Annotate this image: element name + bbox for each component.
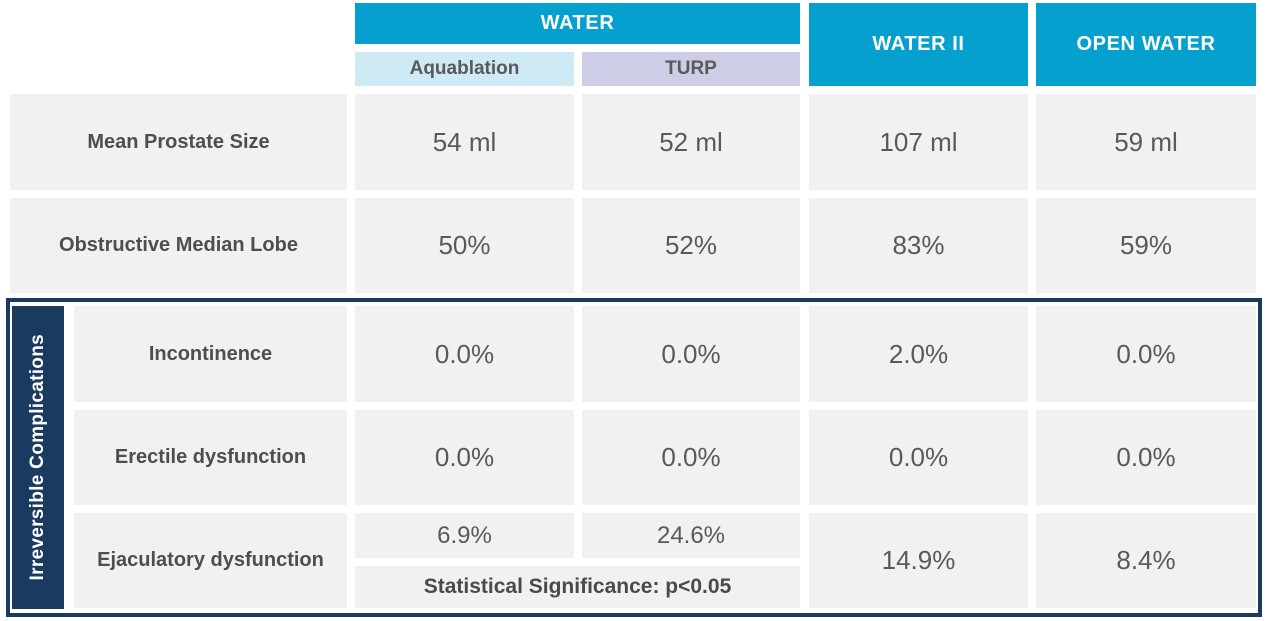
statistical-significance-note: Statistical Significance: p<0.05	[355, 566, 800, 608]
row-label-ejaculatory-dysfunction: Ejaculatory dysfunction	[74, 513, 347, 608]
cell-obstructive-median-lobe-water-ii: 83%	[809, 198, 1028, 293]
column-header-water-ii: WATER II	[809, 3, 1028, 86]
row-label-mean-prostate-size: Mean Prostate Size	[10, 94, 347, 190]
cell-obstructive-median-lobe-turp: 52%	[582, 198, 800, 293]
row-label-incontinence: Incontinence	[74, 306, 347, 402]
cell-incontinence-aquablation: 0.0%	[355, 306, 574, 402]
cell-incontinence-turp: 0.0%	[582, 306, 800, 402]
cell-ejaculatory-dysfunction-water-ii: 14.9%	[809, 513, 1028, 608]
cell-erectile-dysfunction-water-ii: 0.0%	[809, 410, 1028, 505]
cell-obstructive-median-lobe-aquablation: 50%	[355, 198, 574, 293]
cell-erectile-dysfunction-turp: 0.0%	[582, 410, 800, 505]
cell-ejaculatory-dysfunction-aquablation: 6.9%	[355, 513, 574, 558]
row-label-erectile-dysfunction: Erectile dysfunction	[74, 410, 347, 505]
irreversible-complications-section-label: Irreversible Complications	[27, 334, 48, 581]
cell-mean-prostate-size-turp: 52 ml	[582, 94, 800, 190]
column-header-aquablation: Aquablation	[355, 52, 574, 86]
cell-mean-prostate-size-aquablation: 54 ml	[355, 94, 574, 190]
cell-incontinence-open-water: 0.0%	[1036, 306, 1256, 402]
cell-mean-prostate-size-open-water: 59 ml	[1036, 94, 1256, 190]
irreversible-complications-outline	[6, 298, 1262, 617]
column-header-open-water: OPEN WATER	[1036, 3, 1256, 86]
cell-mean-prostate-size-water-ii: 107 ml	[809, 94, 1028, 190]
cell-incontinence-water-ii: 2.0%	[809, 306, 1028, 402]
cell-erectile-dysfunction-open-water: 0.0%	[1036, 410, 1256, 505]
cell-ejaculatory-dysfunction-turp: 24.6%	[582, 513, 800, 558]
cell-obstructive-median-lobe-open-water: 59%	[1036, 198, 1256, 293]
column-header-turp: TURP	[582, 52, 800, 86]
cell-ejaculatory-dysfunction-open-water: 8.4%	[1036, 513, 1256, 608]
row-label-obstructive-median-lobe: Obstructive Median Lobe	[10, 198, 347, 293]
cell-erectile-dysfunction-aquablation: 0.0%	[355, 410, 574, 505]
column-group-header-water: WATER	[355, 3, 800, 44]
irreversible-complications-section-bar: Irreversible Complications	[12, 306, 64, 609]
